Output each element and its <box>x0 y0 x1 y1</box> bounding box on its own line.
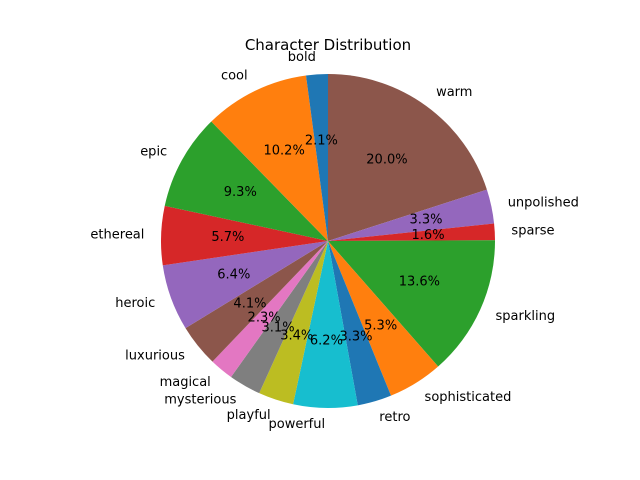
percentage-label-retro: 3.3% <box>339 330 372 345</box>
pie-slice-mysterious <box>231 241 328 394</box>
pie-slice-sophisticated <box>328 241 439 396</box>
percentage-label-luxurious: 4.1% <box>233 296 266 311</box>
pie-slices <box>161 74 495 409</box>
pie-slice-warm <box>328 74 487 241</box>
category-label-magical: magical <box>160 375 211 390</box>
category-label-sophisticated: sophisticated <box>425 390 512 405</box>
percentage-label-unpolished: 3.3% <box>410 213 443 228</box>
category-labels: warm unpolished sparse sparkling sophisticat… <box>90 50 578 432</box>
category-label-sparkling: sparkling <box>496 309 556 324</box>
category-label-heroic: heroic <box>115 296 155 311</box>
category-label-mysterious: mysterious <box>164 393 236 408</box>
category-label-retro: retro <box>379 410 410 425</box>
pie-slice-epic <box>164 121 328 241</box>
category-label-bold: bold <box>288 50 316 65</box>
pie-slice-unpolished <box>328 189 495 241</box>
percentage-label-cool: 10.2% <box>264 143 305 158</box>
percentage-label-sparse: 1.6% <box>412 228 445 243</box>
chart-title: Character Distribution <box>245 36 411 54</box>
category-label-warm: warm <box>436 85 472 100</box>
percentage-label-magical: 2.3% <box>248 311 281 326</box>
pie-slice-sparse <box>328 223 495 241</box>
percentage-label-mysterious: 3.1% <box>262 320 295 335</box>
category-label-unpolished: unpolished <box>508 195 579 210</box>
pie-slice-magical <box>212 241 328 377</box>
percentage-label-epic: 9.3% <box>224 185 257 200</box>
category-label-luxurious: luxurious <box>125 349 185 364</box>
pie-slice-sparkling <box>328 240 495 367</box>
pie-slice-bold <box>306 74 328 241</box>
percentage-label-ethereal: 5.7% <box>211 230 244 245</box>
percentage-label-sparkling: 13.6% <box>399 275 440 290</box>
percentage-label-sophisticated: 5.3% <box>364 319 397 334</box>
category-label-ethereal: ethereal <box>90 227 144 242</box>
category-label-cool: cool <box>221 68 248 83</box>
percentage-label-heroic: 6.4% <box>217 268 250 283</box>
pie-slice-cool <box>211 75 328 241</box>
percentage-label-playful: 3.4% <box>280 329 313 344</box>
percentage-label-powerful: 6.2% <box>310 334 343 349</box>
percentage-label-warm: 20.0% <box>366 152 407 167</box>
pie-slice-retro <box>328 241 391 406</box>
pie-slice-powerful <box>293 241 358 409</box>
category-label-playful: playful <box>227 408 271 423</box>
percentage-labels: 20.0%3.3%1.6%13.6%5.3%3.3%6.2%3.4%3.1%2.… <box>211 134 444 349</box>
pie-slice-heroic <box>162 241 328 329</box>
category-label-powerful: powerful <box>269 417 326 432</box>
pie-slice-playful <box>259 241 328 405</box>
category-label-epic: epic <box>140 145 167 160</box>
category-label-sparse: sparse <box>511 223 554 238</box>
percentage-label-bold: 2.1% <box>305 134 338 149</box>
pie-slice-ethereal <box>161 205 328 266</box>
pie-slice-luxurious <box>185 241 328 362</box>
